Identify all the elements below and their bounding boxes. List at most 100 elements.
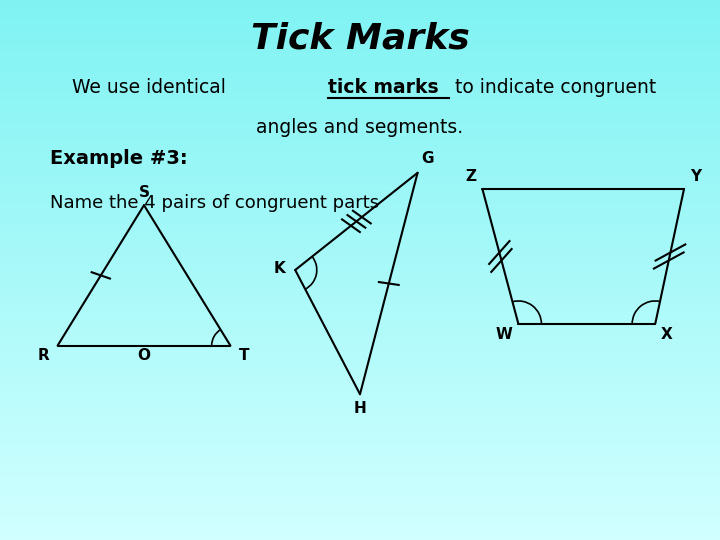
Bar [0,439,720,443]
Bar [0,255,720,259]
Bar [0,227,720,231]
Bar [0,428,720,432]
Bar [0,252,720,255]
Bar [0,25,720,29]
Text: G: G [421,151,433,166]
Bar [0,497,720,501]
Bar [0,216,720,220]
Text: to indicate congruent: to indicate congruent [449,78,657,97]
Bar [0,245,720,248]
Bar [0,155,720,158]
Bar [0,112,720,115]
Bar [0,209,720,212]
Bar [0,212,720,216]
Bar [0,356,720,360]
Bar [0,223,720,227]
Bar [0,184,720,187]
Bar [0,158,720,162]
Text: tick marks: tick marks [328,78,438,97]
Bar [0,292,720,295]
Bar [0,36,720,39]
Bar [0,374,720,378]
Text: angles and segments.: angles and segments. [256,118,464,137]
Bar [0,403,720,407]
Bar [0,450,720,454]
Bar [0,432,720,436]
Bar [0,320,720,324]
Bar [0,32,720,36]
Bar [0,414,720,417]
Bar [0,295,720,299]
Text: Y: Y [690,168,701,184]
Bar [0,47,720,50]
Bar [0,471,720,475]
Bar [0,443,720,447]
Bar [0,50,720,54]
Bar [0,72,720,76]
Bar [0,238,720,241]
Bar [0,309,720,313]
Bar [0,263,720,266]
Bar [0,241,720,245]
Bar [0,302,720,306]
Bar [0,482,720,486]
Bar [0,349,720,353]
Bar [0,270,720,274]
Bar [0,162,720,166]
Bar [0,536,720,540]
Bar [0,76,720,79]
Bar [0,259,720,263]
Bar [0,69,720,72]
Bar [0,504,720,508]
Bar [0,486,720,490]
Bar [0,108,720,112]
Bar [0,18,720,22]
Bar [0,93,720,97]
Bar [0,7,720,11]
Bar [0,533,720,536]
Bar [0,306,720,309]
Text: S: S [138,185,150,200]
Bar [0,400,720,403]
Bar [0,137,720,140]
Bar [0,360,720,363]
Bar [0,335,720,339]
Bar [0,61,720,65]
Bar [0,475,720,479]
Bar [0,479,720,482]
Bar [0,130,720,133]
Bar [0,123,720,126]
Bar [0,421,720,425]
Bar [0,410,720,414]
Bar [0,324,720,328]
Bar [0,0,720,4]
Bar [0,97,720,101]
Bar [0,147,720,151]
Bar [0,177,720,180]
Bar [0,173,720,177]
Bar [0,205,720,209]
Bar [0,328,720,331]
Bar [0,367,720,371]
Text: Tick Marks: Tick Marks [251,22,469,56]
Bar [0,133,720,137]
Bar [0,461,720,464]
Bar [0,508,720,511]
Bar [0,522,720,525]
Bar [0,65,720,69]
Bar [0,144,720,147]
Bar [0,529,720,533]
Bar [0,339,720,342]
Bar [0,363,720,367]
Bar [0,266,720,270]
Text: R: R [37,348,49,363]
Bar [0,389,720,393]
Text: Example #3:: Example #3: [50,148,188,167]
Bar [0,15,720,18]
Bar [0,281,720,285]
Bar [0,79,720,83]
Bar [0,90,720,93]
Text: O: O [138,348,150,363]
Bar [0,231,720,234]
Bar [0,54,720,58]
